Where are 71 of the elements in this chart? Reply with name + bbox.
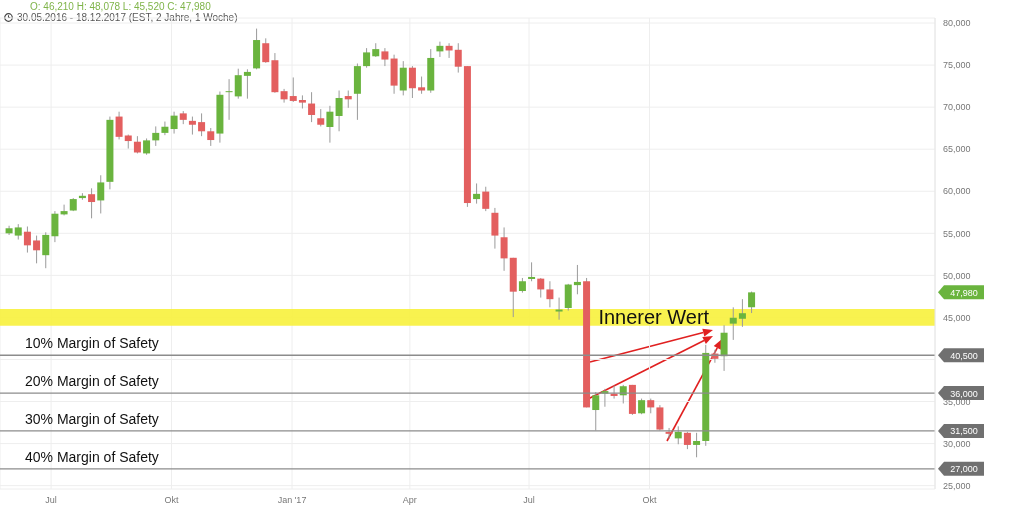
band-label: Innerer Wert [598, 306, 710, 329]
text: 27,000 [950, 464, 978, 475]
candlestick [482, 186, 490, 212]
ref-line-label: 40% Margin of Safety [25, 448, 159, 465]
candlestick [693, 432, 701, 458]
x-tick-label: Jul [45, 495, 57, 506]
chart-subtitle: 30.05.2016 - 18.12.2017 (EST, 2 Jahre, 1 Woche) [17, 12, 238, 23]
candlestick [198, 112, 206, 137]
candlestick [491, 207, 499, 250]
candlestick [665, 427, 673, 440]
candlestick [51, 210, 59, 243]
candlestick [97, 174, 105, 214]
candlestick [555, 297, 563, 321]
y-tick-label: 55,000 [943, 228, 971, 239]
y-tick-label: 50,000 [943, 270, 971, 281]
candlestick [537, 277, 545, 299]
candlestick [656, 404, 664, 432]
candlestick [234, 68, 242, 100]
candlestick [408, 65, 416, 99]
candlestick [399, 60, 407, 96]
y-tick-label: 70,000 [943, 102, 971, 113]
ref-line-label: 10% Margin of Safety [25, 335, 159, 352]
text: 47,980 [950, 287, 978, 298]
candlestick [88, 187, 96, 219]
text: 31,500 [950, 426, 978, 437]
candlestick [363, 47, 371, 69]
ref-line-label: 20% Margin of Safety [25, 373, 159, 390]
candlestick [738, 298, 746, 328]
x-tick-label: Apr [402, 495, 417, 506]
candlestick [308, 91, 316, 123]
text: 40,500 [950, 350, 978, 361]
ref-line-label: 30% Margin of Safety [25, 410, 159, 427]
candlestick [42, 231, 50, 269]
y-tick-label: 80,000 [943, 18, 971, 29]
chart-title: O: 46,210 H: 48,078 L: 45,520 C: 47,980 [30, 1, 211, 12]
x-tick-label: Jul [523, 495, 535, 506]
x-tick-label: Jan '17 [277, 495, 307, 506]
y-tick-label: 45,000 [943, 312, 971, 323]
y-tick-label: 75,000 [943, 60, 971, 71]
candlestick [381, 47, 389, 67]
candlestick [23, 226, 31, 254]
candlestick [720, 324, 728, 372]
text: 36,000 [950, 388, 978, 399]
candlestick [326, 105, 334, 144]
candlestick [33, 235, 41, 264]
candlestick [170, 111, 178, 135]
candlestick [436, 41, 444, 58]
candlestick [729, 306, 737, 341]
candlestick [573, 264, 581, 295]
candlestick [161, 121, 169, 136]
x-tick-label: Okt [164, 495, 180, 506]
candlestick [243, 68, 251, 100]
candlestick [528, 261, 536, 282]
candlestick [500, 226, 508, 272]
x-tick-label: Okt [642, 495, 658, 506]
y-tick-label: 65,000 [943, 144, 971, 155]
candlestick [289, 76, 297, 103]
candlestick [60, 204, 68, 216]
candlestick [546, 280, 554, 308]
candlestick [262, 37, 270, 64]
candlestick [592, 391, 600, 432]
y-tick-label: 25,000 [943, 480, 971, 491]
candlestick [152, 125, 160, 147]
y-tick-label: 30,000 [943, 438, 971, 449]
candlestick [115, 111, 123, 140]
candlestick [454, 42, 462, 74]
y-tick-label: 60,000 [943, 186, 971, 197]
candlestick [564, 283, 572, 312]
candlestick [473, 182, 481, 205]
candlestick [335, 90, 343, 132]
candlestick [225, 78, 233, 121]
